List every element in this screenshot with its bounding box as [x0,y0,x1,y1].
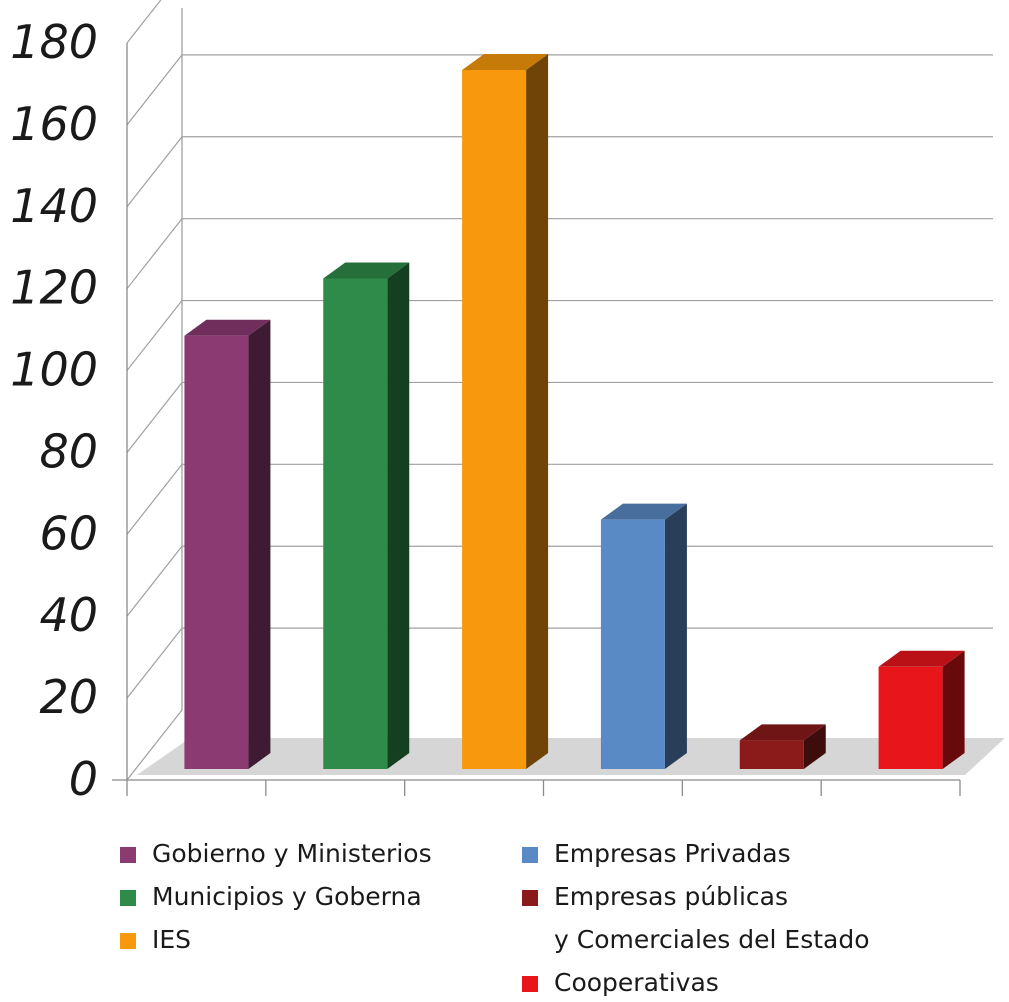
legend-swatch-empresas-publicas [522,890,538,906]
bar-top-face [462,54,549,70]
gridline-side [126,218,183,290]
y-tick-label: 20 [39,670,98,724]
bar-side-face [526,54,549,769]
bar-side-face [942,650,965,769]
legend-label-empresas-publicas-line2: y Comerciales del Estado [554,925,870,954]
bar-front-face [878,666,943,769]
legend-swatch-municipios [120,890,136,906]
bar-4 [600,503,687,769]
bar-side-face [387,262,410,769]
y-tick-label: 80 [39,424,98,478]
y-tick-label: 180 [10,15,98,69]
y-tick-label: 40 [39,588,98,642]
bar-side-face [664,503,687,769]
bar-front-face [600,519,665,769]
bar-5 [739,724,826,769]
gridline-side [126,627,183,699]
legend-label-municipios: Municipios y Goberna [152,882,422,911]
legend-label-empresas-publicas: Empresas públicas [554,882,789,911]
bar-top-face [323,262,410,279]
bar-3 [462,54,549,769]
bar-top-face [878,650,965,667]
y-tick-label: 140 [10,179,98,233]
gridline-side [126,0,162,44]
bar-front-face [184,335,249,769]
gridline-side [126,300,183,371]
legend-label-ies: IES [152,925,192,954]
bar-top-face [739,724,826,741]
gridline-side [126,463,183,535]
bar-top-face [600,503,687,520]
bar-top-face [184,319,271,336]
y-tick-label: 100 [10,343,98,397]
y-tick-label: 120 [10,261,98,315]
grid-layer [126,0,993,781]
gridline-side [126,136,183,208]
legend-swatch-ies [120,933,136,949]
bar-side-face [248,319,271,769]
bars-layer [184,54,965,769]
legend-label-cooperativas: Cooperativas [554,968,719,997]
legend-label-empresas-privadas: Empresas Privadas [554,839,791,868]
bar-front-face [323,278,388,769]
y-tick-label: 160 [10,97,98,151]
bar-front-face [462,70,527,769]
gridline-side [126,382,183,453]
gridline-side [126,545,183,617]
legend-swatch-cooperativas [522,976,538,992]
y-tick-label: 60 [39,506,98,560]
bar-front-face [739,740,804,769]
bar-1 [184,319,271,769]
bar-chart: 0 20 40 60 80 100 120 140 160 180 [10,0,1005,806]
gridline-side [126,709,183,781]
legend-swatch-gobierno [120,847,136,863]
gridline-side [126,54,183,126]
legend-swatch-empresas-privadas [522,847,538,863]
bar-side-face [803,724,826,769]
bar-2 [323,262,410,769]
y-tick-label: 0 [69,752,98,806]
axis-layer: 0 20 40 60 80 100 120 140 160 180 [10,15,961,806]
legend-label-gobierno: Gobierno y Ministerios [152,839,432,868]
bar-6 [878,650,965,769]
